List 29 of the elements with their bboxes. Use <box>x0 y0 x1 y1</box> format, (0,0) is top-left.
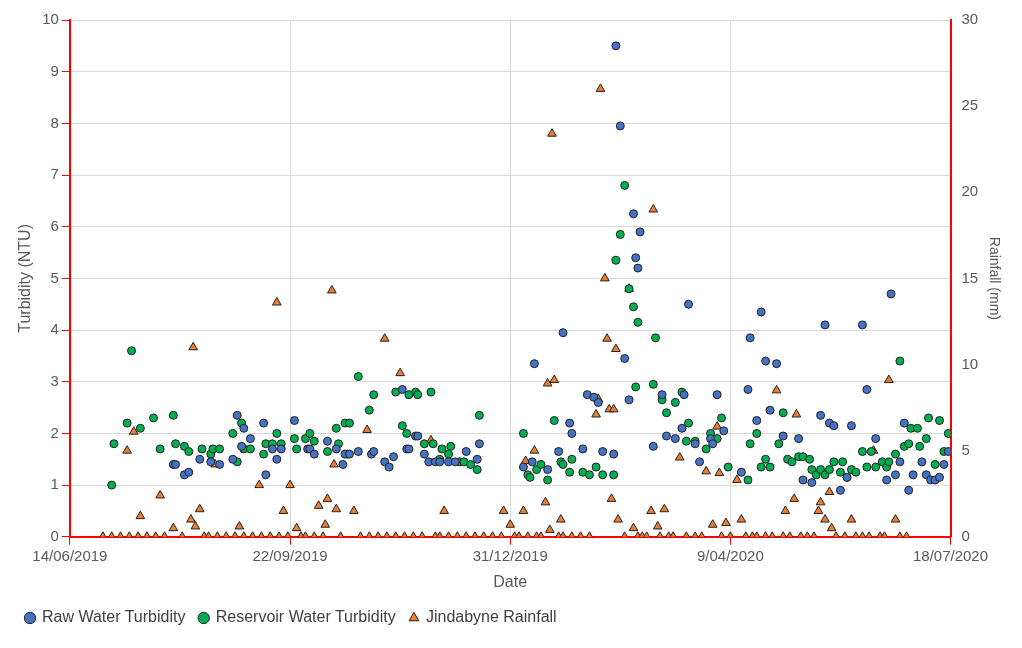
y2-tick-label: 25 <box>961 96 979 114</box>
y-tick-label: 0 <box>50 526 59 544</box>
x-tick-label: 31/12/2019 <box>472 546 548 564</box>
y-tick-label: 5 <box>50 268 59 286</box>
y-tick-label: 10 <box>42 10 59 28</box>
y-tick-label: 2 <box>50 423 59 441</box>
y-tick-label: 3 <box>50 371 59 389</box>
y2-tick-label: 5 <box>961 440 970 458</box>
x-tick-label: 22/09/2019 <box>252 546 328 564</box>
y2-tick-label: 15 <box>961 268 979 286</box>
y-tick-label: 7 <box>50 165 59 183</box>
legend-label: Reservoir Water Turbidity <box>215 608 396 626</box>
y2-tick-label: 0 <box>961 526 970 544</box>
legend-label: Raw Water Turbidity <box>42 608 186 626</box>
y-tick-label: 8 <box>50 113 59 131</box>
y-tick-label: 6 <box>50 216 59 234</box>
y2-axis-title: Rainfall (mm) <box>986 236 1003 321</box>
y-tick-label: 4 <box>50 320 59 338</box>
y2-tick-label: 30 <box>961 10 979 28</box>
x-tick-label: 18/07/2020 <box>912 546 989 564</box>
x-axis-title: Date <box>493 572 528 590</box>
y2-tick-label: 20 <box>961 182 979 200</box>
x-tick-label: 14/06/2019 <box>32 546 108 564</box>
y2-tick-label: 10 <box>961 354 979 372</box>
x-tick-label: 9/04/2020 <box>696 546 764 564</box>
y-axis-title: Turbidity (NTU) <box>16 224 34 333</box>
legend-label: Jindabyne Rainfall <box>425 608 557 626</box>
y-tick-label: 9 <box>50 61 59 79</box>
y-tick-label: 1 <box>50 475 59 493</box>
